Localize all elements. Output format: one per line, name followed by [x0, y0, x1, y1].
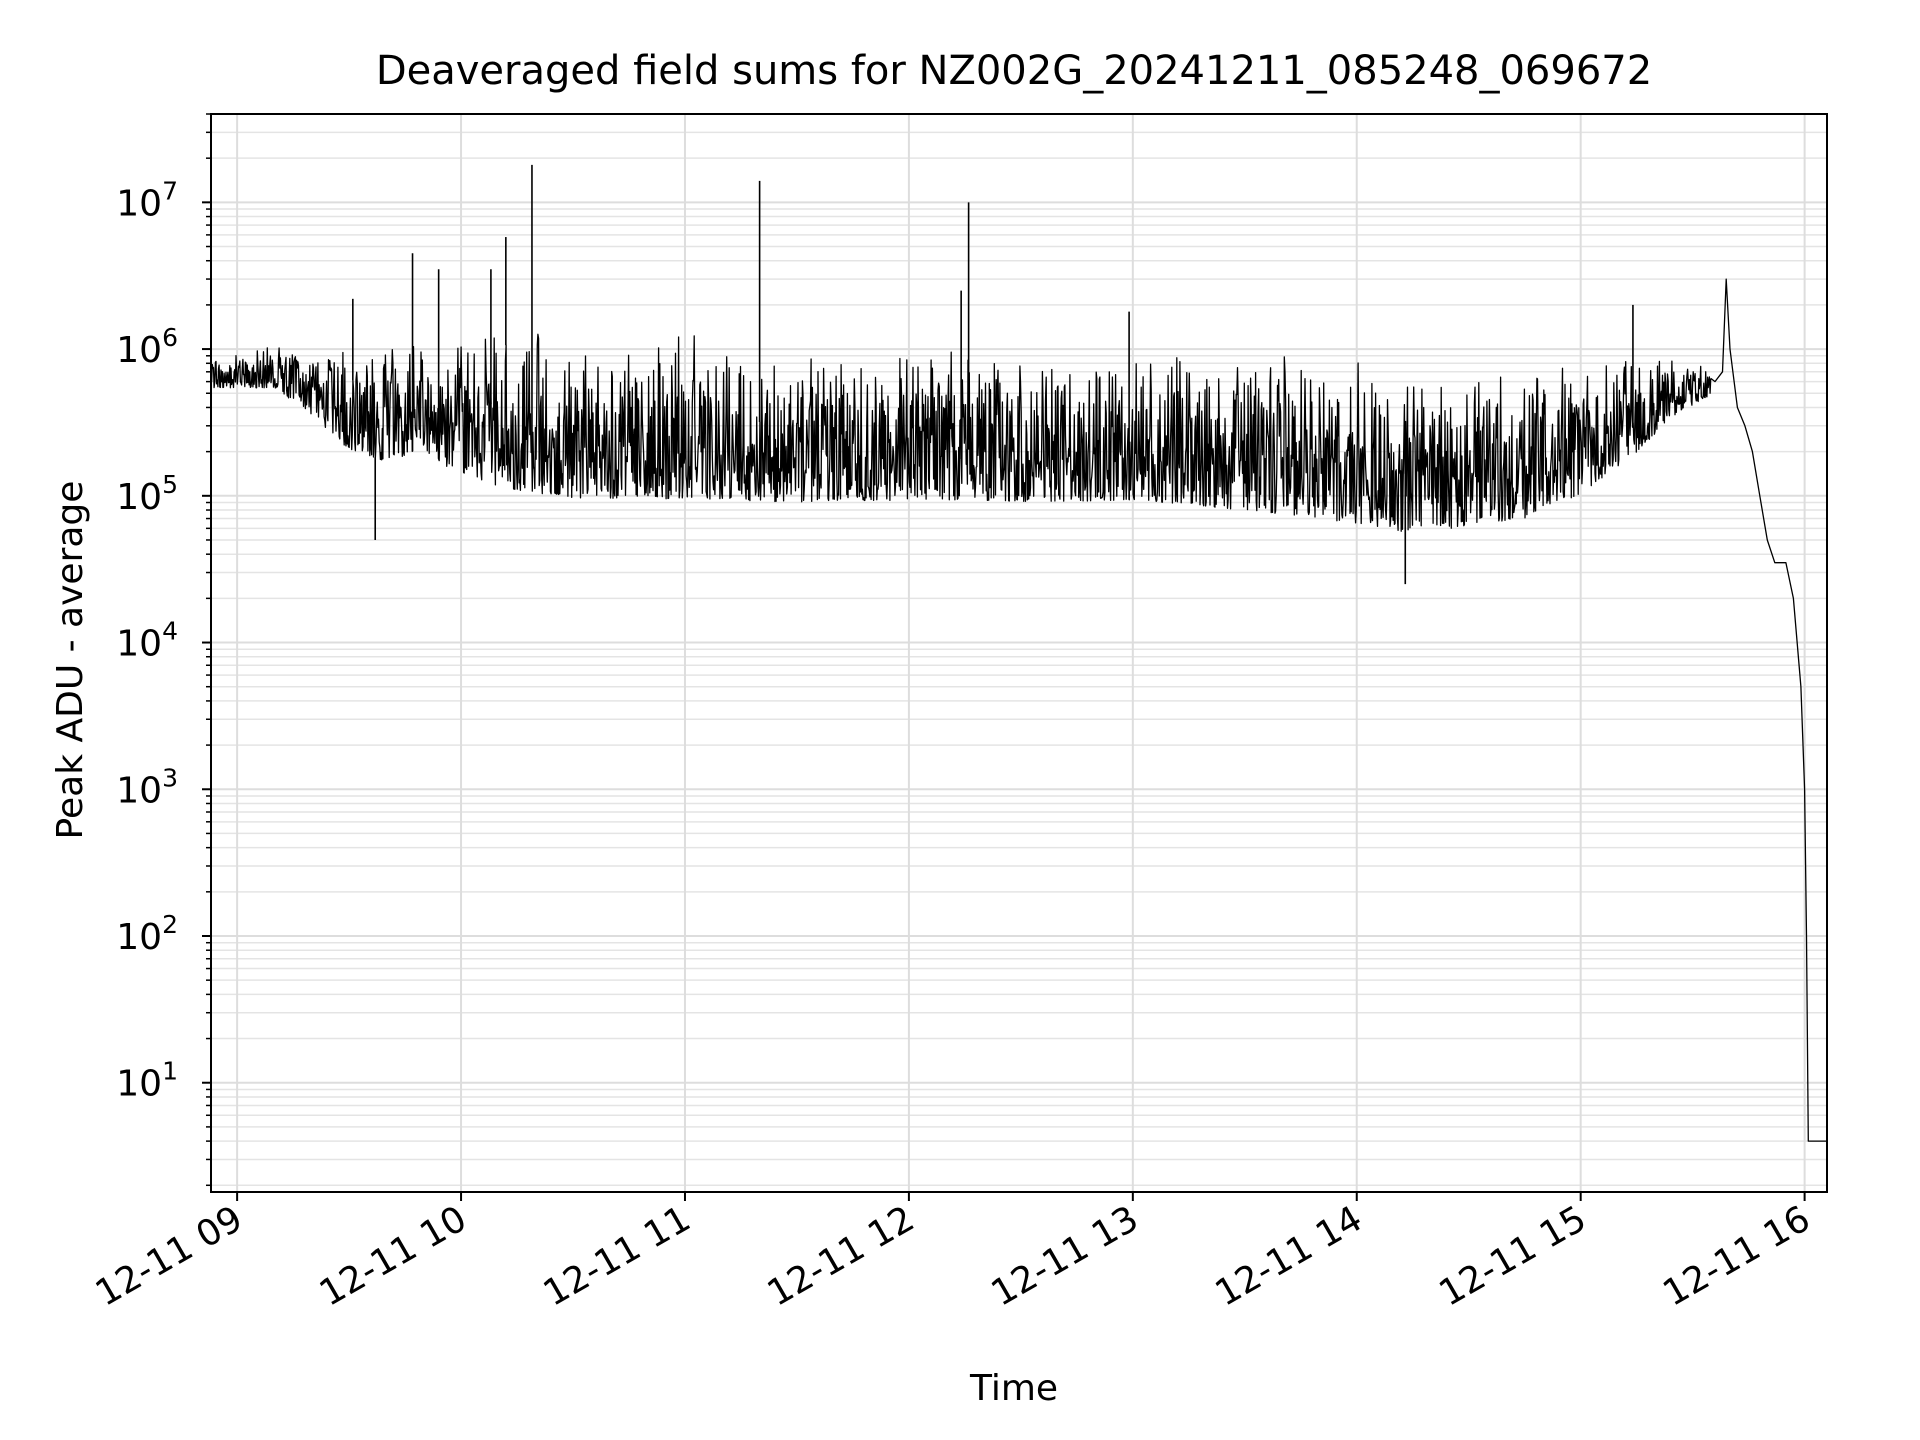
series-layer — [210, 164, 1827, 1142]
minor-grid — [211, 113, 1827, 1187]
y-tick-label: 101 — [116, 1057, 178, 1105]
y-tick-label: 106 — [116, 323, 178, 371]
y-tick-label: 104 — [116, 617, 178, 665]
plot-frame — [210, 113, 1828, 1193]
chart-title: Deaveraged field sums for NZ002G_2024121… — [376, 48, 1652, 94]
y-axis: 101 102 103 104 105 106 107 — [116, 113, 211, 1187]
y-tick-label: 103 — [116, 763, 178, 811]
y-axis-label: Peak ADU - average — [50, 481, 91, 840]
series-line — [210, 278, 1827, 1142]
y-tick-label: 102 — [116, 910, 178, 958]
x-axis-label: Time — [969, 1368, 1058, 1409]
y-tick-label: 107 — [116, 176, 178, 224]
y-tick-label: 105 — [116, 470, 178, 518]
major-grid — [211, 114, 1827, 1192]
